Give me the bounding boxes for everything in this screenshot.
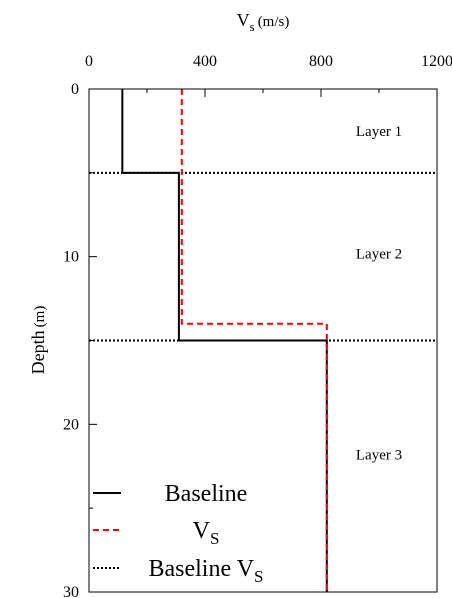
y-axis-title: Depth (m) [28,306,48,375]
x-axis-title-main: V [237,10,250,30]
layer-label-3: Layer 3 [356,448,402,464]
series-line-2 [180,89,328,592]
legend-label-sub: S [254,567,263,586]
x-axis-title-sub: s [250,19,255,34]
tick-group: 0 400 800 1200 0 10 20 30 [63,53,452,598]
y-axis-title-main: Depth [28,330,48,374]
x-axis-title: Vs (m/s) [237,10,290,34]
x-axis-title-unit: (m/s) [258,14,290,30]
layer-label-group: Layer 1 Layer 2 Layer 3 [356,124,402,464]
y-tick-label: 0 [71,81,79,98]
legend-label-1: Baseline [165,481,248,507]
series-line-1 [121,89,328,592]
layer-label-1: Layer 1 [356,124,402,140]
x-tick-label: 400 [193,53,217,70]
legend-label-3: Baseline VS [148,556,263,586]
series-group [121,89,328,592]
legend-label-main: Baseline V [148,556,254,582]
legend-label-main: Baseline [165,481,248,507]
legend-label-sub: S [210,529,219,548]
x-tick-label: 1200 [421,53,452,70]
layer-label-2: Layer 2 [356,246,402,262]
y-tick-label: 30 [63,584,79,598]
y-tick-label: 10 [63,249,79,266]
legend-label-2: VS [193,518,220,548]
x-tick-label: 800 [309,53,333,70]
legend-label-main: V [193,518,211,544]
x-tick-label: 0 [85,53,93,70]
y-tick-label: 20 [63,416,79,433]
y-axis-title-unit: (m) [32,306,48,328]
